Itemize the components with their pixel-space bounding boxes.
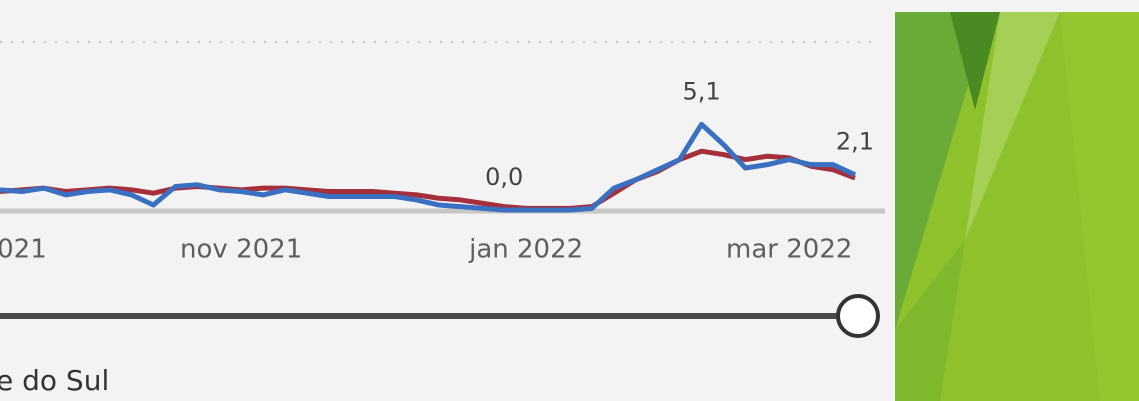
series-line: [0, 148, 856, 211]
data-label: 5,1: [682, 77, 720, 105]
data-label: 0,0: [485, 163, 523, 191]
side-image: [895, 12, 1139, 401]
x-tick-label: mar 2022: [726, 235, 852, 265]
slider[interactable]: [0, 294, 880, 338]
x-tick-label: jan 2022: [468, 235, 583, 265]
slider-handle[interactable]: [836, 294, 880, 338]
slicer-label: e do Sul: [0, 364, 109, 397]
x-tick-label: nov 2021: [180, 235, 302, 265]
data-label: 2,1: [836, 128, 874, 156]
x-tick-label: 021: [0, 235, 47, 265]
series-line: [0, 121, 857, 213]
